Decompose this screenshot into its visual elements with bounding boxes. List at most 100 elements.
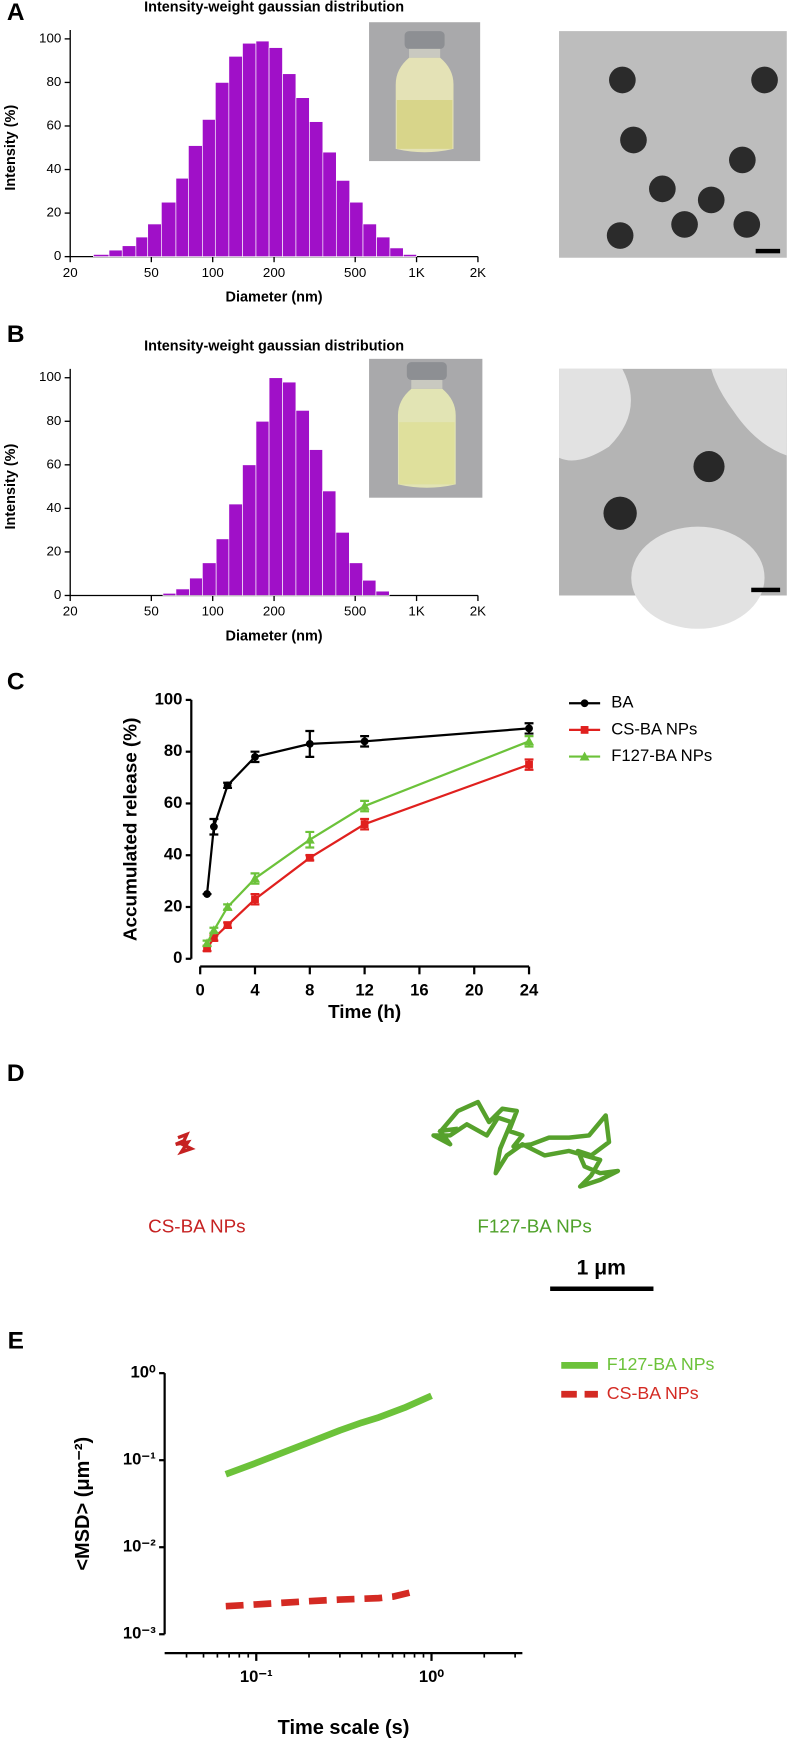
bar [402, 254, 417, 257]
bar [135, 236, 149, 257]
y-tick-label: 20 [46, 543, 61, 558]
tem-image-a [559, 31, 787, 258]
y-tick-label: 80 [46, 413, 61, 428]
bar [309, 449, 323, 596]
bar [309, 121, 324, 257]
x-axis-label: Time (h) [328, 1002, 401, 1023]
x-tick-label: 2K [470, 265, 486, 280]
x-tick-label: 10⁻¹ [240, 1667, 273, 1686]
scale-bar-label: 1 μm [577, 1256, 626, 1279]
series-line [206, 763, 530, 950]
y-tick-label: 10⁻¹ [123, 1450, 156, 1469]
point [360, 737, 369, 746]
series-line [225, 1588, 416, 1610]
y-axis-label: <MSD> (μm⁻²) [72, 1437, 94, 1571]
x-tick-label: 24 [520, 980, 539, 999]
y-tick-label: 100 [39, 30, 61, 45]
bar [282, 381, 297, 596]
bar [215, 538, 230, 596]
bar [189, 577, 203, 596]
x-axis-label: Diameter (nm) [226, 628, 323, 644]
y-tick-label: 60 [164, 793, 183, 812]
x-tick-label: 12 [355, 980, 374, 999]
chart-title: Intensity-weight gaussian distribution [144, 338, 404, 354]
y-axis-label: Intensity (%) [3, 105, 19, 191]
y-tick-label: 100 [39, 369, 61, 384]
panel-label: B [7, 321, 25, 348]
y-tick-label: 40 [164, 845, 183, 864]
x-tick-label: 200 [263, 265, 285, 280]
legend-label: CS-BA NPs [607, 1383, 699, 1403]
point [251, 895, 259, 904]
legend-label: F127-BA NPs [607, 1354, 715, 1374]
point [525, 724, 533, 733]
point [203, 890, 211, 898]
bar [295, 97, 310, 257]
bar [295, 410, 310, 596]
point [202, 938, 213, 948]
d-label: F127-BA NPs [477, 1217, 591, 1238]
y-tick-label: 80 [46, 74, 61, 89]
legend-marker [580, 726, 589, 734]
y-tick-label: 20 [164, 896, 183, 915]
bar [228, 503, 243, 596]
bar [175, 177, 189, 257]
point [524, 736, 535, 746]
y-tick-label: 0 [173, 948, 182, 967]
point [210, 934, 218, 942]
point [222, 901, 233, 911]
y-tick-label: 0 [54, 587, 61, 602]
x-tick-label: 100 [202, 604, 224, 619]
x-tick-label: 16 [410, 980, 429, 999]
panel-label: D [7, 1060, 25, 1087]
x-tick-label: 200 [263, 604, 285, 619]
d-label: CS-BA NPs [148, 1217, 246, 1238]
bar [93, 254, 110, 257]
y-tick-label: 100 [155, 689, 183, 708]
bar [282, 73, 297, 257]
bar [255, 40, 270, 257]
point [208, 925, 219, 935]
legend-label: CS-BA NPs [611, 719, 697, 738]
y-tick-label: 10⁻² [123, 1537, 156, 1556]
point [203, 944, 211, 953]
bar [376, 236, 391, 257]
x-tick-label: 500 [344, 265, 366, 280]
y-tick-label: 80 [164, 741, 183, 760]
x-tick-label: 500 [344, 604, 366, 619]
x-tick-label: 4 [250, 980, 260, 999]
point [249, 873, 260, 883]
bar [242, 42, 257, 257]
x-tick-label: 1K [408, 604, 424, 619]
series-line [206, 740, 530, 944]
legend-label: F127-BA NPs [611, 746, 712, 765]
bar [362, 579, 377, 596]
point [251, 752, 259, 761]
bar [188, 145, 203, 257]
bar [349, 562, 363, 596]
vial-photo-b [369, 358, 483, 498]
x-tick-label: 10⁰ [419, 1667, 445, 1686]
bar [375, 590, 390, 596]
bar [228, 55, 243, 257]
bar [121, 245, 137, 257]
bar [162, 592, 177, 596]
y-tick-label: 40 [46, 500, 61, 515]
point [360, 820, 369, 829]
y-axis-label: Intensity (%) [3, 444, 19, 530]
bar [349, 201, 364, 257]
bar [175, 588, 190, 596]
point [525, 760, 533, 769]
point [359, 801, 370, 810]
bar [362, 223, 377, 257]
series-line [224, 1392, 433, 1478]
bar [268, 47, 283, 257]
bar [214, 82, 230, 257]
x-tick-label: 50 [144, 604, 159, 619]
bar [335, 180, 351, 257]
x-tick-label: 100 [202, 265, 224, 280]
legend-label: BA [611, 693, 634, 712]
panel-label: E [8, 1328, 24, 1355]
bar [389, 247, 404, 257]
